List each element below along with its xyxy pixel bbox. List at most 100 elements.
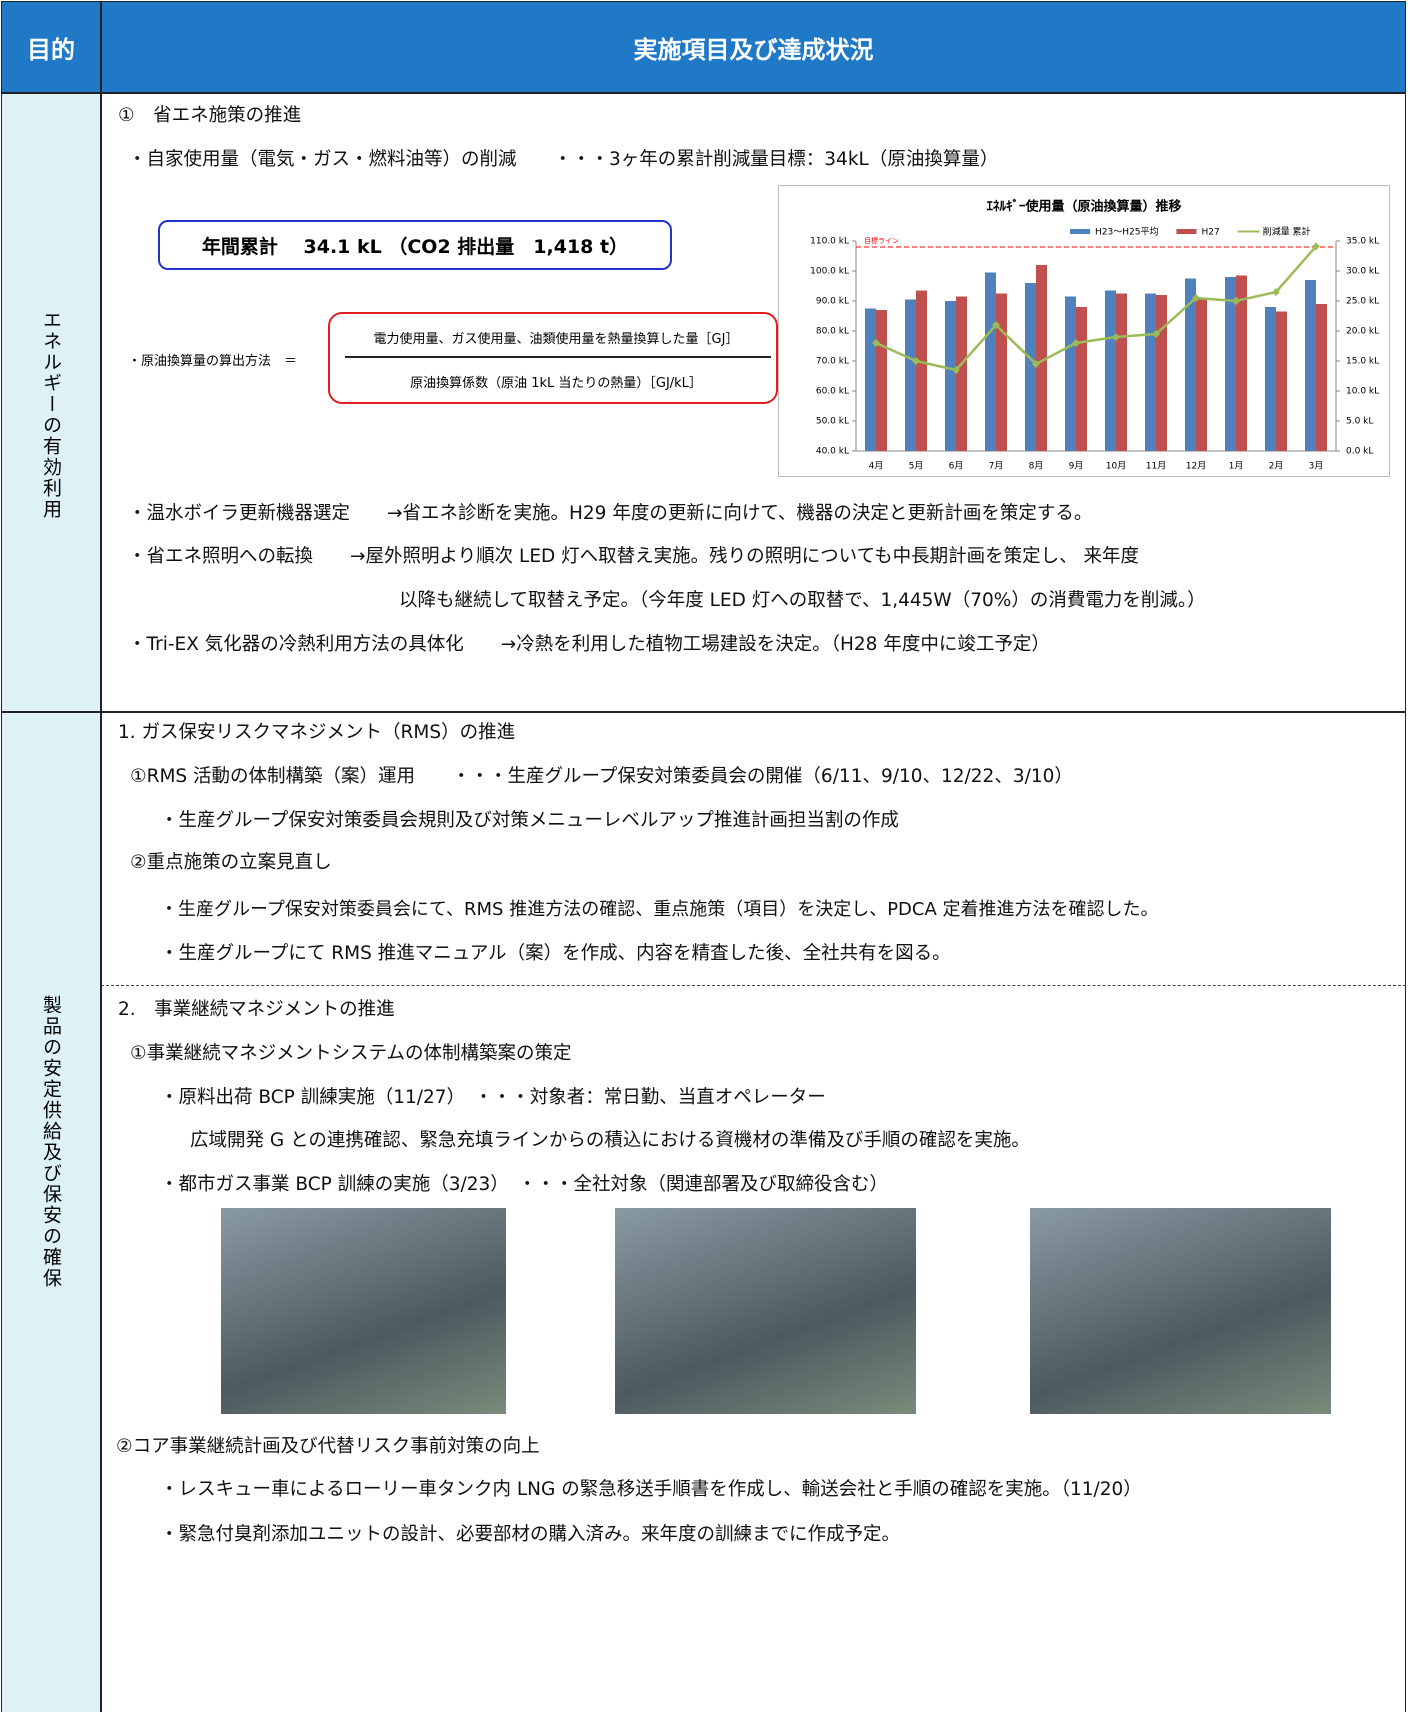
formula-denominator: 原油換算係数（原油 1kL 当たりの熱量）［GJ/kL］ [410,376,702,391]
bar [1076,307,1087,451]
y-tick-label: 110.0 kL [810,237,849,247]
x-tick-label: 5月 [909,461,924,472]
y2-tick-label: 20.0 kL [1346,327,1379,337]
text-line: ・原料出荷 BCP 訓練実施（11/27） ・・・対象者：常日勤、当直オペレータ… [160,1087,826,1108]
y2-tick-label: 15.0 kL [1346,357,1379,367]
chart: ｴﾈﾙｷﾞｰ使用量（原油換算量）推移 40.0 kL 50.0 kL 60.0 kL… [778,185,1390,477]
line-marker [912,357,920,365]
text-line: ・都市ガス事業 BCP 訓練の実施（3/23） ・・・全社対象（関連部署及び取締… [160,1174,888,1195]
bar [1316,304,1327,451]
x-tick-label: 12月 [1186,461,1206,472]
row-rule [1,711,1406,713]
text-line: ・省エネ照明への転換 →屋外照明より順次 LED 灯へ取替え実施。残りの照明につ… [128,546,1140,567]
bar [905,299,916,451]
legend-swatch [1070,229,1090,234]
x-tick-label: 1月 [1229,461,1244,472]
bar [1036,265,1047,451]
y2-tick-label: 25.0 kL [1346,297,1379,307]
legend-label: 削減量 累計 [1263,226,1311,238]
heading: ① 省エネ施策の推進 [118,105,302,126]
x-tick-label: 9月 [1069,461,1084,472]
bar [956,296,967,451]
column-rule [100,1,102,1712]
x-tick-label: 11月 [1146,461,1166,472]
bar [1145,293,1156,451]
bar [996,293,1007,451]
line-marker [1152,330,1160,338]
target-label: 目標ライン [864,236,899,245]
bar [1236,275,1247,451]
bar [1156,295,1167,451]
x-tick-label: 7月 [989,461,1004,472]
text-line: ・温水ボイラ更新機器選定 →省エネ診断を実施。H29 年度の更新に向けて、機器の… [128,503,1093,524]
text-line: 広域開発 G との連携確認、緊急充填ラインからの積込における資機材の準備及び手順… [190,1130,1030,1151]
y-tick-label: 70.0 kL [816,357,849,367]
legend-swatch [1176,229,1197,234]
text-line: 以降も継続して取替え予定。（今年度 LED 灯への取替で、1,445W（70%）… [399,590,1206,611]
text-line: ②重点施策の立案見直し [130,852,332,873]
text-line: ・生産グループ保安対策委員会にて、RMS 推進方法の確認、重点施策（項目）を決定… [160,899,1159,920]
line-marker [992,321,1000,329]
text-line: ①事業継続マネジメントシステムの体制構築案の策定 [130,1043,572,1064]
bar [1065,296,1076,451]
text-line: ②コア事業継続計画及び代替リスク事前対策の向上 [116,1436,540,1457]
bar [1185,278,1196,451]
text-line: ・緊急付臭剤添加ユニットの設計、必要部材の購入済み。来年度の訓練までに作成予定。 [160,1524,901,1545]
formula-box [328,312,778,404]
bar [985,272,996,451]
y-tick-label: 60.0 kL [816,387,849,397]
text-line: ・生産グループにて RMS 推進マニュアル（案）を作成、内容を精査した後、全社共… [160,943,951,964]
text-line: ・Tri-EX 気化器の冷熱利用方法の具体化 →冷熱を利用した植物工場建設を決定… [128,634,1050,655]
y2-tick-label: 30.0 kL [1346,267,1379,277]
bar [916,290,927,451]
y2-tick-label: 35.0 kL [1346,237,1379,247]
bar [1105,290,1116,451]
line-marker [1312,242,1320,251]
y-tick-label: 50.0 kL [816,417,849,427]
line-marker [1272,288,1280,296]
section-purpose: 製品の安定供給及び保安の確保 [40,995,62,1289]
y-tick-label: 90.0 kL [816,297,849,307]
y-tick-label: 100.0 kL [810,267,849,277]
bar [1305,280,1316,451]
y2-tick-label: 0.0 kL [1346,447,1373,457]
header-status: 実施項目及び達成状況 [101,2,1406,92]
side-cell [2,93,100,711]
text-line: ・生産グループ保安対策委員会規則及び対策メニューレベルアップ推進計画担当割の作成 [160,810,899,831]
text-line: ①RMS 活動の体制構築（案）運用 ・・・生産グループ保安対策委員会の開催（6/… [130,766,1073,787]
x-tick-label: 3月 [1309,461,1324,472]
bar [1265,307,1276,451]
line-marker [1192,294,1200,302]
line-marker [1232,297,1240,305]
line-marker [1072,339,1080,347]
y-tick-label: 80.0 kL [816,327,849,337]
text-line: ・レスキュー車によるローリー車タンク内 LNG の緊急移送手順書を作成し、輸送会… [160,1479,1142,1500]
photo [221,1208,506,1414]
y2-tick-label: 5.0 kL [1346,417,1373,427]
header-purpose: 目的 [2,2,100,92]
legend-label: H23～H25平均 [1095,226,1158,238]
formula-label: ・原油換算量の算出方法 ＝ [128,354,298,369]
x-tick-label: 10月 [1106,461,1126,472]
text-line: ・自家使用量（電気・ガス・燃料油等）の削減 ・・・3ヶ年の累計削減量目標：34k… [128,149,999,170]
row-rule [1,92,1406,94]
bar [1276,311,1287,451]
text-line: 1. ガス保安リスクマネジメント（RMS）の推進 [118,722,516,743]
section-purpose: エネルギーの有効利用 [40,310,62,520]
x-tick-label: 2月 [1269,461,1284,472]
x-tick-label: 8月 [1029,461,1044,472]
line-series [875,245,1317,372]
annual-total: 年間累計 34.1 kL （CO2 排出量 1,418 t） [158,220,672,270]
line-marker [1032,360,1040,368]
y-tick-label: 40.0 kL [816,447,849,457]
line-marker [872,339,880,347]
formula-numerator: 電力使用量、ガス使用量、油類使用量を熱量換算した量［GJ］ [373,332,739,347]
line-marker [952,366,960,374]
bar [1225,277,1236,451]
photo [1030,1208,1331,1414]
photo [615,1208,916,1414]
bar [1196,298,1207,451]
bar [876,310,887,451]
